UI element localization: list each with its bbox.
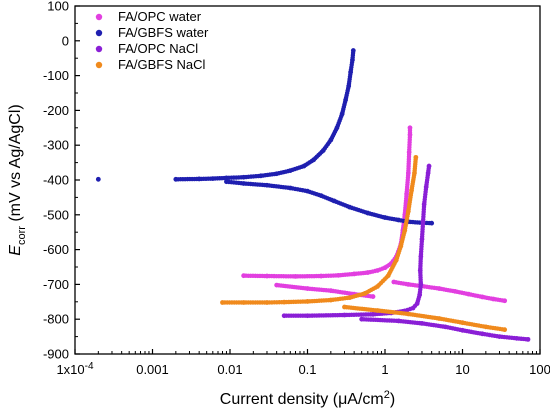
data-point [502,327,508,333]
series-1 [95,48,435,226]
x-axis-title-sup: 2 [384,389,390,401]
y-tick-label: -800 [43,312,69,327]
data-point [95,176,101,182]
y-axis-title-rest: (mV vs Ag/AgCl) [7,104,24,226]
y-axis-title-sub: corr [16,226,28,245]
y-tick-label: -500 [43,207,69,222]
legend-marker [95,61,103,69]
x-axis-title: Current density (μA/cm2) [220,389,395,408]
y-tick-label: -200 [43,103,69,118]
series-3 [220,154,508,333]
x-tick-label: 10 [455,362,469,377]
plot-points [95,48,531,342]
y-tick-label: -600 [43,242,69,257]
series-2 [281,163,531,342]
y-tick-label: -300 [43,138,69,153]
data-point [413,154,419,160]
y-axis-title-main: E [7,245,24,256]
y-tick-label: -400 [43,173,69,188]
y-tick-label: -100 [43,68,69,83]
y-axis-title: Ecorr (mV vs Ag/AgCl) [7,104,28,255]
x-axis-title-post: ) [390,391,395,408]
x-tick-label: 0.001 [136,362,169,377]
data-point [370,294,376,299]
data-point [426,163,432,169]
y-tick-label: -700 [43,277,69,292]
data-point [407,125,413,131]
y-tick-label: -900 [43,347,69,362]
legend-marker [95,13,103,21]
data-point [350,48,356,53]
data-point [525,336,531,342]
x-tick-label: 0.1 [298,362,316,377]
y-tick-label: 100 [47,0,69,14]
x-tick-label: 100 [529,362,550,377]
x-tick-label: 1x10-4 [56,361,94,377]
data-point [502,298,508,304]
legend-label: FA/OPC water [118,9,202,24]
x-axis-title-pre: Current density ( [220,391,339,408]
x-tick-label: 1 [381,362,388,377]
data-point [429,220,435,226]
legend-label: FA/OPC NaCl [118,41,198,56]
legend-marker [95,45,103,53]
x-axis-title-unit: μA/cm [338,391,384,408]
legend-marker [95,29,103,37]
legend-label: FA/GBFS water [118,25,209,40]
axis-ticks: 1x10-4 0.001 0.01 0.1 1 10 100 100 0 -100 -200 -300… [43,0,550,377]
legend-label: FA/GBFS NaCl [118,57,206,72]
y-tick-label: 0 [62,33,69,48]
x-tick-label: 0.01 [217,362,242,377]
